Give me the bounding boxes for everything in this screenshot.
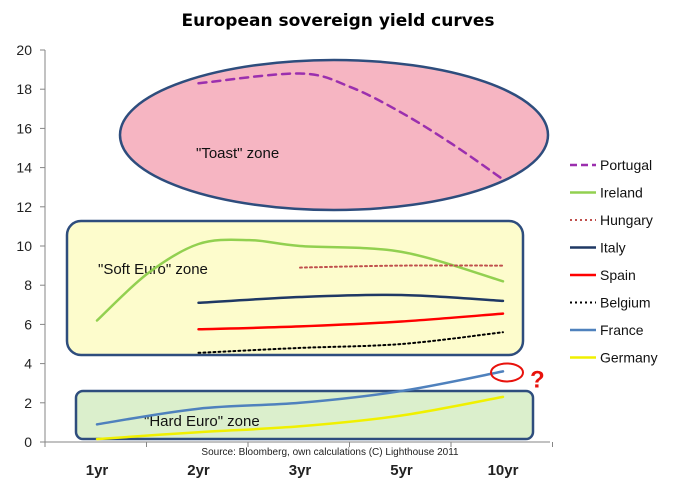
chart-title: European sovereign yield curves <box>182 11 495 31</box>
y-tick-label: 14 <box>16 160 32 176</box>
series-line-italy <box>197 293 505 305</box>
legend-label-ireland: Ireland <box>600 185 643 201</box>
y-tick-label: 16 <box>16 120 32 136</box>
france-highlight-circle <box>490 362 524 383</box>
x-tick-label: 3yr <box>289 462 312 479</box>
series-line-germany <box>95 395 505 441</box>
legend-label-belgium: Belgium <box>600 295 651 311</box>
hard-euro-zone-label: "Hard Euro" zone <box>144 413 260 430</box>
series-line-hungary <box>299 264 504 269</box>
y-tick-label: 20 <box>16 42 32 58</box>
y-tick-label: 4 <box>24 356 32 372</box>
legend-label-portugal: Portugal <box>600 157 652 173</box>
legend-label-italy: Italy <box>600 240 626 256</box>
x-tick-label: 2yr <box>187 462 210 479</box>
question-mark: ? <box>530 366 545 393</box>
series-line-belgium <box>197 331 504 354</box>
legend-label-france: France <box>600 322 644 338</box>
x-tick-label: 10yr <box>488 462 519 479</box>
x-tick-label: 1yr <box>86 462 109 479</box>
toast-zone-ellipse <box>118 58 550 212</box>
y-tick-label: 8 <box>24 277 32 293</box>
series-line-spain <box>197 312 505 331</box>
y-tick-label: 6 <box>24 316 32 332</box>
y-tick-label: 2 <box>24 395 32 411</box>
hard-euro-zone-box <box>74 389 535 441</box>
series-line-france <box>95 370 505 426</box>
y-tick-label: 12 <box>16 199 32 215</box>
legend-label-hungary: Hungary <box>600 212 653 228</box>
y-tick-label: 10 <box>16 238 32 254</box>
source-note: Source: Bloomberg, own calculations (C) … <box>201 447 459 458</box>
legend-label-spain: Spain <box>600 267 636 283</box>
legend-label-germany: Germany <box>600 350 658 366</box>
series-line-ireland <box>95 238 505 322</box>
series-line-portugal <box>197 72 505 181</box>
y-tick-label: 18 <box>16 81 32 97</box>
x-tick-label: 5yr <box>390 462 413 479</box>
y-tick-label: 0 <box>24 434 32 450</box>
soft-euro-zone-box <box>65 219 525 357</box>
toast-zone-label: "Toast" zone <box>196 145 279 162</box>
